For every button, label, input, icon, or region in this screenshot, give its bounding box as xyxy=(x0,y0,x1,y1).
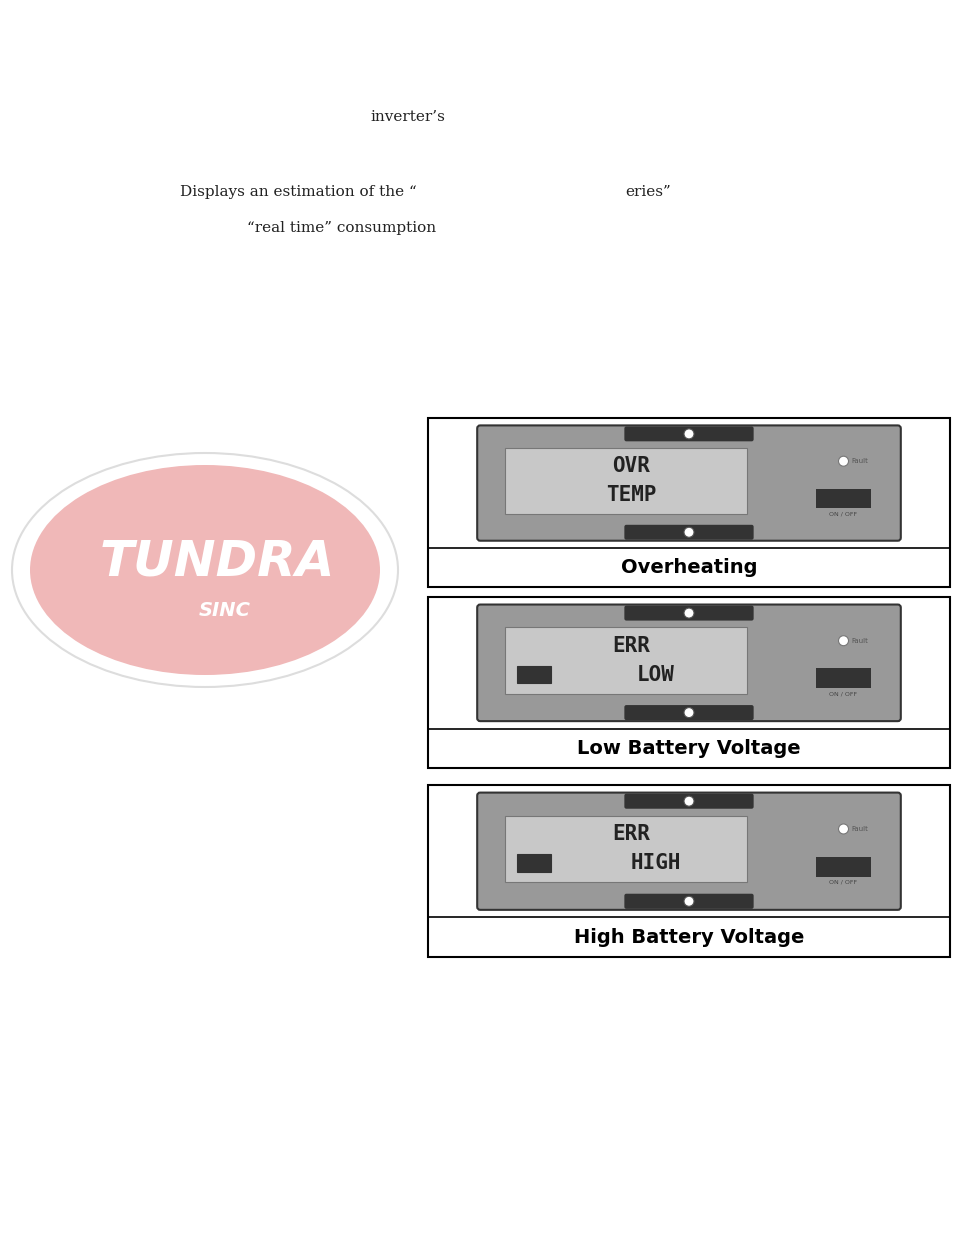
Text: High Battery Voltage: High Battery Voltage xyxy=(573,927,803,947)
Text: OVR: OVR xyxy=(612,457,649,477)
Ellipse shape xyxy=(12,453,397,687)
Text: ON / OFF: ON / OFF xyxy=(828,692,857,697)
Circle shape xyxy=(683,897,693,906)
FancyBboxPatch shape xyxy=(623,794,753,809)
FancyBboxPatch shape xyxy=(428,597,949,768)
FancyBboxPatch shape xyxy=(623,426,753,441)
Bar xyxy=(517,855,551,872)
Circle shape xyxy=(683,708,693,718)
FancyBboxPatch shape xyxy=(623,525,753,540)
Ellipse shape xyxy=(30,466,379,676)
FancyBboxPatch shape xyxy=(623,705,753,720)
FancyBboxPatch shape xyxy=(476,605,900,721)
Circle shape xyxy=(683,608,693,618)
FancyBboxPatch shape xyxy=(428,785,949,957)
Text: Fault: Fault xyxy=(851,637,867,643)
Text: Fault: Fault xyxy=(851,458,867,464)
Text: TUNDRA: TUNDRA xyxy=(99,538,335,585)
Text: ON / OFF: ON / OFF xyxy=(828,879,857,884)
FancyBboxPatch shape xyxy=(505,627,747,694)
Text: ERR: ERR xyxy=(612,636,649,656)
Circle shape xyxy=(838,636,847,646)
Text: HIGH: HIGH xyxy=(630,853,679,873)
Text: inverter’s: inverter’s xyxy=(370,110,444,124)
Text: Displays an estimation of the “: Displays an estimation of the “ xyxy=(180,185,416,199)
Bar xyxy=(517,666,551,683)
Circle shape xyxy=(683,527,693,537)
FancyBboxPatch shape xyxy=(476,425,900,541)
FancyBboxPatch shape xyxy=(428,417,949,587)
Bar xyxy=(816,668,870,688)
Circle shape xyxy=(683,797,693,806)
FancyBboxPatch shape xyxy=(476,793,900,910)
FancyBboxPatch shape xyxy=(505,448,747,514)
Text: SINC: SINC xyxy=(199,600,251,620)
Circle shape xyxy=(838,456,847,466)
Text: eries”: eries” xyxy=(624,185,670,199)
Bar xyxy=(816,489,870,509)
Text: Overheating: Overheating xyxy=(620,558,757,577)
FancyBboxPatch shape xyxy=(623,894,753,909)
Text: “real time” consumption: “real time” consumption xyxy=(247,221,436,235)
FancyBboxPatch shape xyxy=(505,815,747,882)
Text: LOW: LOW xyxy=(636,664,674,684)
Text: Low Battery Voltage: Low Battery Voltage xyxy=(577,739,800,758)
Text: ERR: ERR xyxy=(612,824,649,845)
Bar xyxy=(816,857,870,877)
Text: ON / OFF: ON / OFF xyxy=(828,511,857,516)
Text: TEMP: TEMP xyxy=(605,484,656,505)
FancyBboxPatch shape xyxy=(623,605,753,621)
Circle shape xyxy=(683,429,693,438)
Text: Fault: Fault xyxy=(851,826,867,832)
Circle shape xyxy=(838,824,847,834)
